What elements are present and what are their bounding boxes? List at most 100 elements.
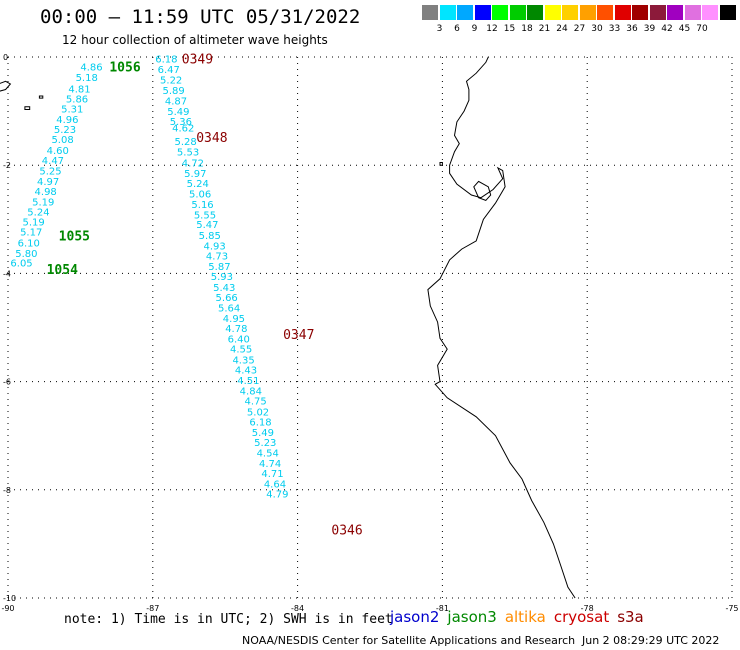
legend-label: 70 [696, 24, 708, 34]
legend-swatch [579, 5, 596, 20]
wave-height-label: 4.43 [235, 366, 257, 377]
wave-height-label: 4.54 [257, 448, 279, 459]
wave-height-label: 5.16 [191, 200, 213, 211]
x-tick-label: -78 [581, 604, 594, 613]
satellite-name-s3a: s3a [617, 608, 644, 626]
wave-height-label: 5.43 [213, 283, 235, 294]
wave-height-label: 4.98 [35, 187, 57, 198]
wave-height-label: 5.36 [170, 117, 192, 128]
legend-swatch [439, 5, 456, 20]
map-subtitle: 12 hour collection of altimeter wave hei… [62, 33, 328, 47]
wave-height-label: 4.87 [165, 96, 187, 107]
wave-height-label: 5.97 [184, 169, 206, 180]
wave-height-label: 4.84 [240, 386, 262, 397]
wave-height-label: 5.19 [22, 217, 44, 228]
island [38, 95, 44, 99]
satellite-name-cryosat: cryosat [553, 608, 610, 626]
legend-swatch [684, 5, 701, 20]
coastline [427, 56, 576, 599]
legend-label: 30 [591, 24, 603, 34]
island [439, 162, 443, 166]
wave-height-label: 4.73 [206, 252, 228, 263]
wave-height-label: 5.87 [208, 262, 230, 273]
satellite-name-jason3: jason3 [447, 608, 497, 626]
wave-height-label: 4.35 [232, 355, 254, 366]
x-tick-label: -87 [146, 604, 159, 613]
wave-height-label: 4.62 [172, 123, 194, 134]
wave-height-label: 6.47 [158, 65, 180, 76]
wave-height-label: 4.60 [47, 146, 69, 157]
pass-time-label: 0348 [196, 131, 227, 146]
y-tick-label: -8 [3, 486, 11, 495]
legend-label: 9 [471, 24, 478, 34]
wave-height-label: 5.17 [20, 228, 42, 239]
legend-swatch [422, 5, 438, 20]
legend-label: 45 [678, 24, 691, 34]
wave-height-label: 5.02 [247, 407, 269, 418]
wave-height-label: 4.64 [264, 479, 286, 490]
legend-swatch [597, 5, 613, 20]
wave-height-label: 4.72 [182, 158, 204, 169]
wave-height-label: 4.97 [37, 177, 59, 188]
wave-height-label: 4.93 [203, 241, 225, 252]
wave-height-label: 5.49 [252, 428, 274, 439]
y-tick-label: -10 [3, 594, 16, 603]
y-tick-label: -4 [3, 269, 11, 278]
legend-label: 6 [454, 24, 460, 34]
legend-swatch [474, 5, 491, 20]
map-title: 00:00 – 11:59 UTC 05/31/2022 [40, 6, 361, 28]
legend-swatch [667, 5, 683, 20]
wave-height-label: 5.80 [15, 249, 37, 260]
wave-height-label: 5.06 [189, 189, 211, 200]
wave-height-label: 4.79 [266, 490, 288, 501]
legend-swatch [527, 5, 543, 20]
legend-swatch [614, 5, 631, 20]
wave-height-label: 4.55 [230, 345, 252, 356]
wave-height-label: 5.23 [54, 125, 76, 136]
legend-label: 39 [643, 24, 656, 34]
x-tick-label: -90 [1, 604, 14, 613]
island [0, 80, 12, 92]
wave-height-label: 5.23 [254, 438, 276, 449]
legend-label: 12 [486, 24, 498, 34]
wave-height-label: 4.95 [223, 314, 245, 325]
footer-note: note: 1) Time is in UTC; 2) SWH is in fe… [64, 612, 393, 627]
wave-height-label: 5.18 [76, 73, 98, 84]
wave-height-label: 4.86 [80, 63, 102, 74]
wave-height-label: 5.86 [66, 95, 88, 106]
legend-swatch [492, 5, 508, 20]
legend-label: 42 [661, 24, 673, 34]
x-tick-label: -81 [436, 604, 449, 613]
wave-height-label: 6.05 [10, 259, 32, 270]
wave-height-label: 5.24 [27, 208, 49, 219]
y-tick-label: -2 [3, 161, 11, 170]
wave-height-label: 5.49 [167, 107, 189, 118]
wave-height-label: 5.66 [216, 293, 238, 304]
wave-height-label: 4.96 [56, 115, 78, 126]
pass-time-label: 1055 [59, 230, 90, 245]
wave-height-label: 4.74 [259, 459, 281, 470]
wave-height-label: 4.51 [237, 376, 259, 387]
wave-height-label: 4.81 [68, 84, 90, 95]
wave-height-label: 5.89 [162, 86, 184, 97]
wave-height-label: 5.25 [39, 167, 61, 178]
legend-swatch [702, 5, 718, 20]
legend-label: 21 [538, 24, 551, 34]
wave-height-label: 5.64 [218, 303, 240, 314]
wave-height-label: 5.31 [61, 104, 83, 115]
wave-height-label: 4.75 [245, 397, 267, 408]
wave-height-label: 5.53 [177, 148, 199, 159]
wave-height-label: 5.24 [187, 179, 209, 190]
wave-height-label: 6.18 [155, 55, 177, 66]
wave-height-label: 5.28 [175, 137, 197, 148]
satellite-name-altika: altika [504, 608, 546, 626]
wave-height-label: 5.08 [51, 135, 73, 146]
legend-swatch [719, 5, 736, 20]
legend-label: 33 [608, 24, 621, 34]
x-tick-label: -84 [291, 604, 304, 613]
wave-height-label: 4.47 [42, 156, 64, 167]
legend-label: 15 [503, 24, 516, 34]
x-tick-label: -75 [725, 604, 738, 613]
legend-swatch [457, 5, 473, 20]
